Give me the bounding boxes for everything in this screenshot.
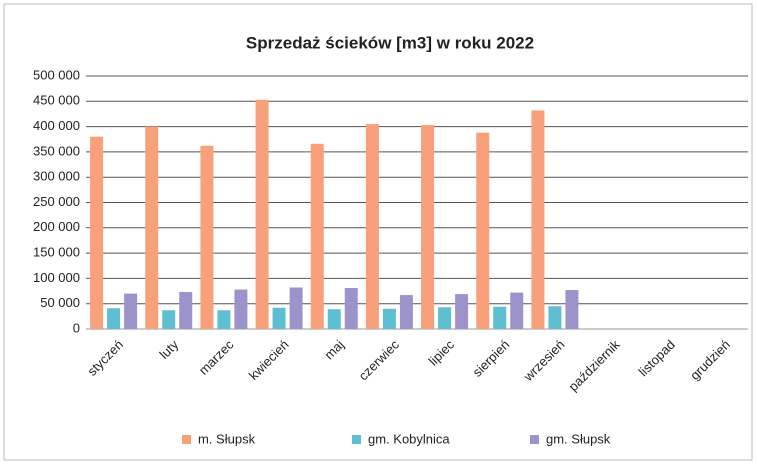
y-tick-label: 250 000 xyxy=(33,194,80,209)
bar xyxy=(493,306,507,329)
chart-title: Sprzedaż ścieków [m3] w roku 2022 xyxy=(246,33,534,52)
bar xyxy=(179,292,193,329)
bar xyxy=(531,110,545,330)
bar xyxy=(421,125,435,329)
y-tick-label: 450 000 xyxy=(33,93,80,108)
bar xyxy=(234,289,248,329)
bar xyxy=(476,132,490,329)
bar xyxy=(399,295,413,329)
legend-swatch xyxy=(182,435,191,444)
legend-swatch xyxy=(530,435,539,444)
y-tick-label: 200 000 xyxy=(33,219,80,234)
bar xyxy=(548,306,562,329)
bar xyxy=(90,136,104,329)
legend-label: gm. Kobylnica xyxy=(368,431,450,446)
bar xyxy=(272,307,286,329)
y-tick-label: 0 xyxy=(73,320,80,335)
bar xyxy=(255,99,269,329)
bar xyxy=(200,145,214,329)
bar xyxy=(289,287,303,329)
bar xyxy=(217,310,231,329)
bar xyxy=(438,307,452,329)
bar xyxy=(382,308,396,329)
bar xyxy=(327,309,341,329)
legend-swatch xyxy=(352,435,361,444)
bar xyxy=(145,126,159,329)
bar xyxy=(107,308,121,329)
bar xyxy=(162,310,176,329)
bar xyxy=(310,143,324,329)
y-tick-label: 500 000 xyxy=(33,67,80,82)
y-tick-label: 50 000 xyxy=(40,295,80,310)
legend-label: gm. Słupsk xyxy=(546,431,611,446)
legend-label: m. Słupsk xyxy=(198,431,256,446)
y-tick-label: 350 000 xyxy=(33,143,80,158)
bar xyxy=(510,292,524,329)
bar xyxy=(455,294,469,329)
bar xyxy=(365,124,379,329)
bar xyxy=(565,290,579,329)
y-tick-label: 300 000 xyxy=(33,169,80,184)
y-tick-label: 100 000 xyxy=(33,270,80,285)
bar xyxy=(124,293,138,329)
y-tick-label: 400 000 xyxy=(33,118,80,133)
y-tick-label: 150 000 xyxy=(33,245,80,260)
bar xyxy=(344,288,358,329)
